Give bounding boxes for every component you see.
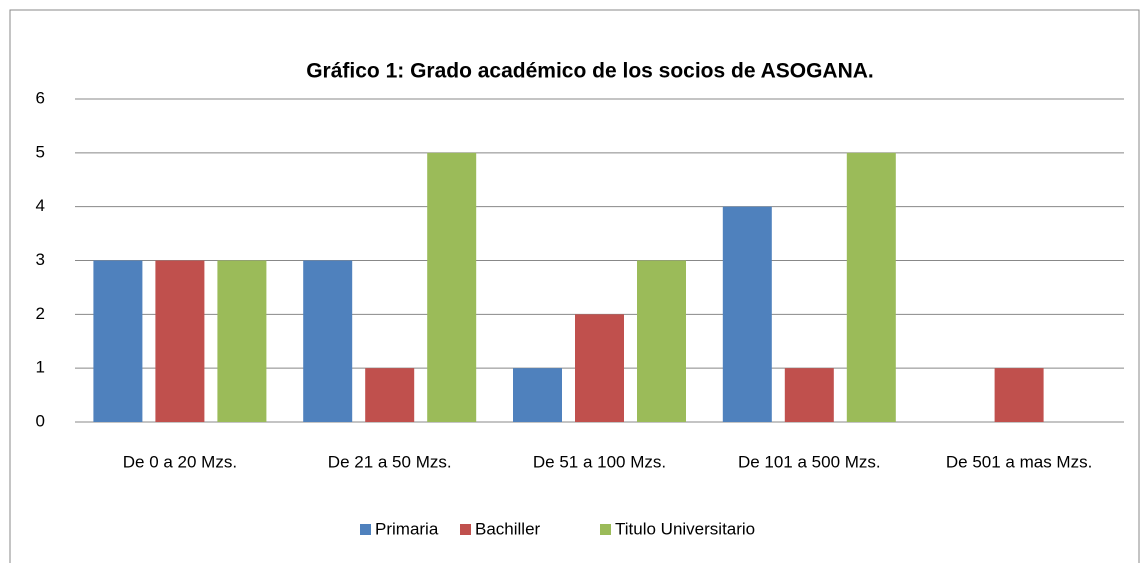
bar (155, 260, 205, 422)
bar (427, 152, 477, 423)
legend-swatch (460, 524, 471, 535)
bar (575, 314, 624, 422)
chart-title: Gráfico 1: Grado académico de los socios… (306, 60, 874, 83)
y-tick-label: 3 (36, 250, 45, 269)
x-tick-label: De 101 a 500 Mzs. (738, 452, 881, 471)
y-tick-label: 6 (36, 88, 45, 107)
bar (217, 260, 267, 422)
bar (846, 152, 896, 423)
y-tick-label: 1 (36, 358, 45, 377)
legend-swatch (600, 524, 611, 535)
y-tick-label: 4 (36, 196, 45, 215)
bar (994, 368, 1044, 422)
bar (637, 260, 686, 422)
x-tick-label: De 0 a 20 Mzs. (123, 452, 237, 471)
legend-swatch (360, 524, 371, 535)
x-tick-label: De 501 a mas Mzs. (946, 452, 1092, 471)
bar (365, 368, 415, 422)
y-tick-label: 0 (36, 411, 45, 430)
bar (722, 206, 772, 422)
chart-frame (9, 9, 1140, 563)
legend-label: Primaria (375, 519, 439, 538)
bar (93, 260, 143, 422)
bar (784, 368, 834, 422)
y-tick-label: 2 (36, 304, 45, 323)
x-tick-label: De 51 a 100 Mzs. (533, 452, 666, 471)
x-tick-label: De 21 a 50 Mzs. (328, 452, 452, 471)
legend-label: Titulo Universitario (615, 519, 755, 538)
legend-label: Bachiller (475, 519, 541, 538)
bar (303, 260, 353, 422)
y-tick-label: 5 (36, 142, 45, 161)
bar (513, 368, 562, 422)
